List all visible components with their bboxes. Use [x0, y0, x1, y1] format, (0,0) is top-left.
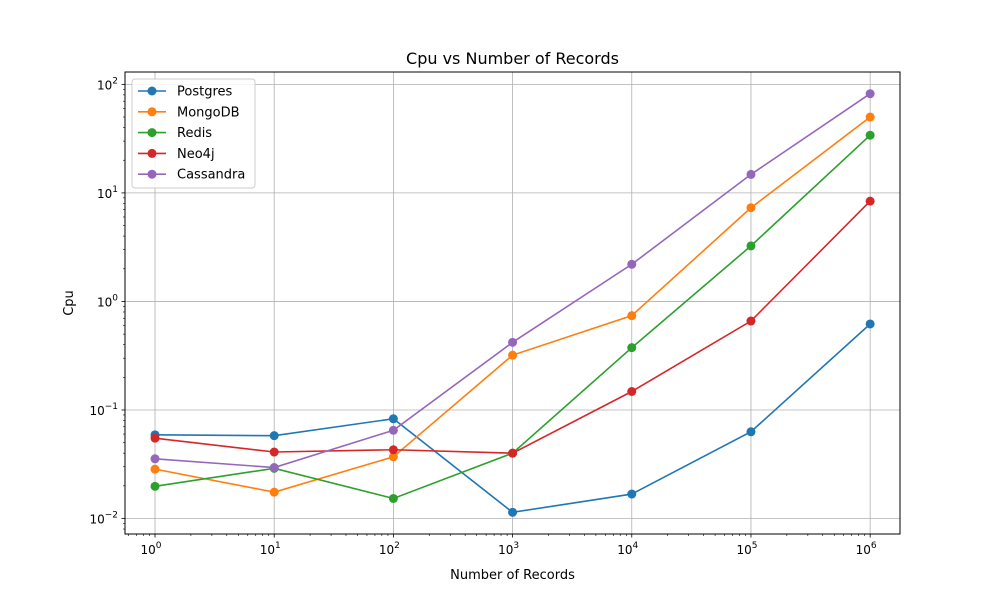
data-point [865, 319, 875, 329]
data-point [865, 89, 875, 99]
legend-swatch-marker [147, 107, 157, 117]
y-axis-label: Cpu [62, 290, 77, 316]
x-tick-label: 100 [141, 541, 162, 557]
legend-item-neo4j: Neo4j [138, 147, 215, 162]
data-point [508, 337, 518, 347]
data-point [388, 452, 398, 462]
data-point [269, 447, 279, 457]
x-tick-label: 101 [260, 541, 281, 557]
series-neo4j [150, 196, 875, 458]
data-point [746, 316, 756, 326]
data-point [388, 493, 398, 503]
legend-swatch-marker [147, 169, 157, 179]
series-cassandra [150, 89, 875, 473]
series-mongodb [150, 112, 875, 497]
data-point [269, 463, 279, 473]
data-point [150, 481, 160, 491]
x-axis-label: Number of Records [450, 568, 575, 583]
data-point [269, 487, 279, 497]
data-point [388, 445, 398, 455]
y-tick-label: 101 [97, 185, 118, 201]
data-point [865, 196, 875, 206]
legend-label: Postgres [177, 85, 233, 100]
y-tick-label: 10−1 [89, 402, 118, 418]
x-tick-label: 105 [736, 541, 757, 557]
data-point [150, 433, 160, 443]
x-tick-label: 104 [617, 541, 638, 557]
data-point [746, 203, 756, 213]
data-point [627, 343, 637, 353]
data-point [627, 311, 637, 321]
y-tick-label: 10−2 [89, 511, 118, 527]
legend-label: Cassandra [177, 168, 245, 183]
data-point [269, 431, 279, 441]
data-point [627, 386, 637, 396]
y-tick-label: 102 [97, 76, 118, 92]
y-tick-label: 100 [97, 293, 118, 309]
legend-label: Redis [177, 126, 212, 141]
legend-item-postgres: Postgres [138, 85, 233, 100]
data-point [388, 414, 398, 424]
series-postgres [150, 319, 875, 517]
legend-swatch-marker [147, 128, 157, 138]
x-tick-label: 106 [856, 541, 877, 557]
legend-item-redis: Redis [138, 126, 212, 141]
legend-box [131, 78, 256, 189]
x-tick-label: 102 [379, 541, 400, 557]
legend-label: MongoDB [177, 105, 240, 120]
chart-title: Cpu vs Number of Records [406, 49, 619, 68]
data-point [627, 489, 637, 499]
data-point [508, 448, 518, 458]
legend-swatch-marker [147, 86, 157, 96]
legend: Postgres MongoDB Redis Neo4j Cassandra [131, 78, 256, 189]
x-tick-label: 103 [498, 541, 519, 557]
legend-label: Neo4j [177, 147, 215, 162]
data-point [865, 130, 875, 140]
data-point [746, 427, 756, 437]
data-point [508, 350, 518, 360]
data-point [746, 241, 756, 251]
data-point [865, 112, 875, 122]
data-point [150, 464, 160, 474]
data-point [508, 507, 518, 517]
legend-swatch-marker [147, 148, 157, 158]
axis-ticks: 100 101 102 103 104 105 106 10−2 10−1 100 101 102 [89, 76, 876, 557]
series-layer [150, 89, 875, 517]
legend-item-cassandra: Cassandra [138, 168, 245, 183]
data-point [746, 169, 756, 179]
data-point [627, 259, 637, 269]
data-point [388, 425, 398, 435]
legend-item-mongodb: MongoDB [138, 105, 240, 120]
data-point [150, 454, 160, 464]
